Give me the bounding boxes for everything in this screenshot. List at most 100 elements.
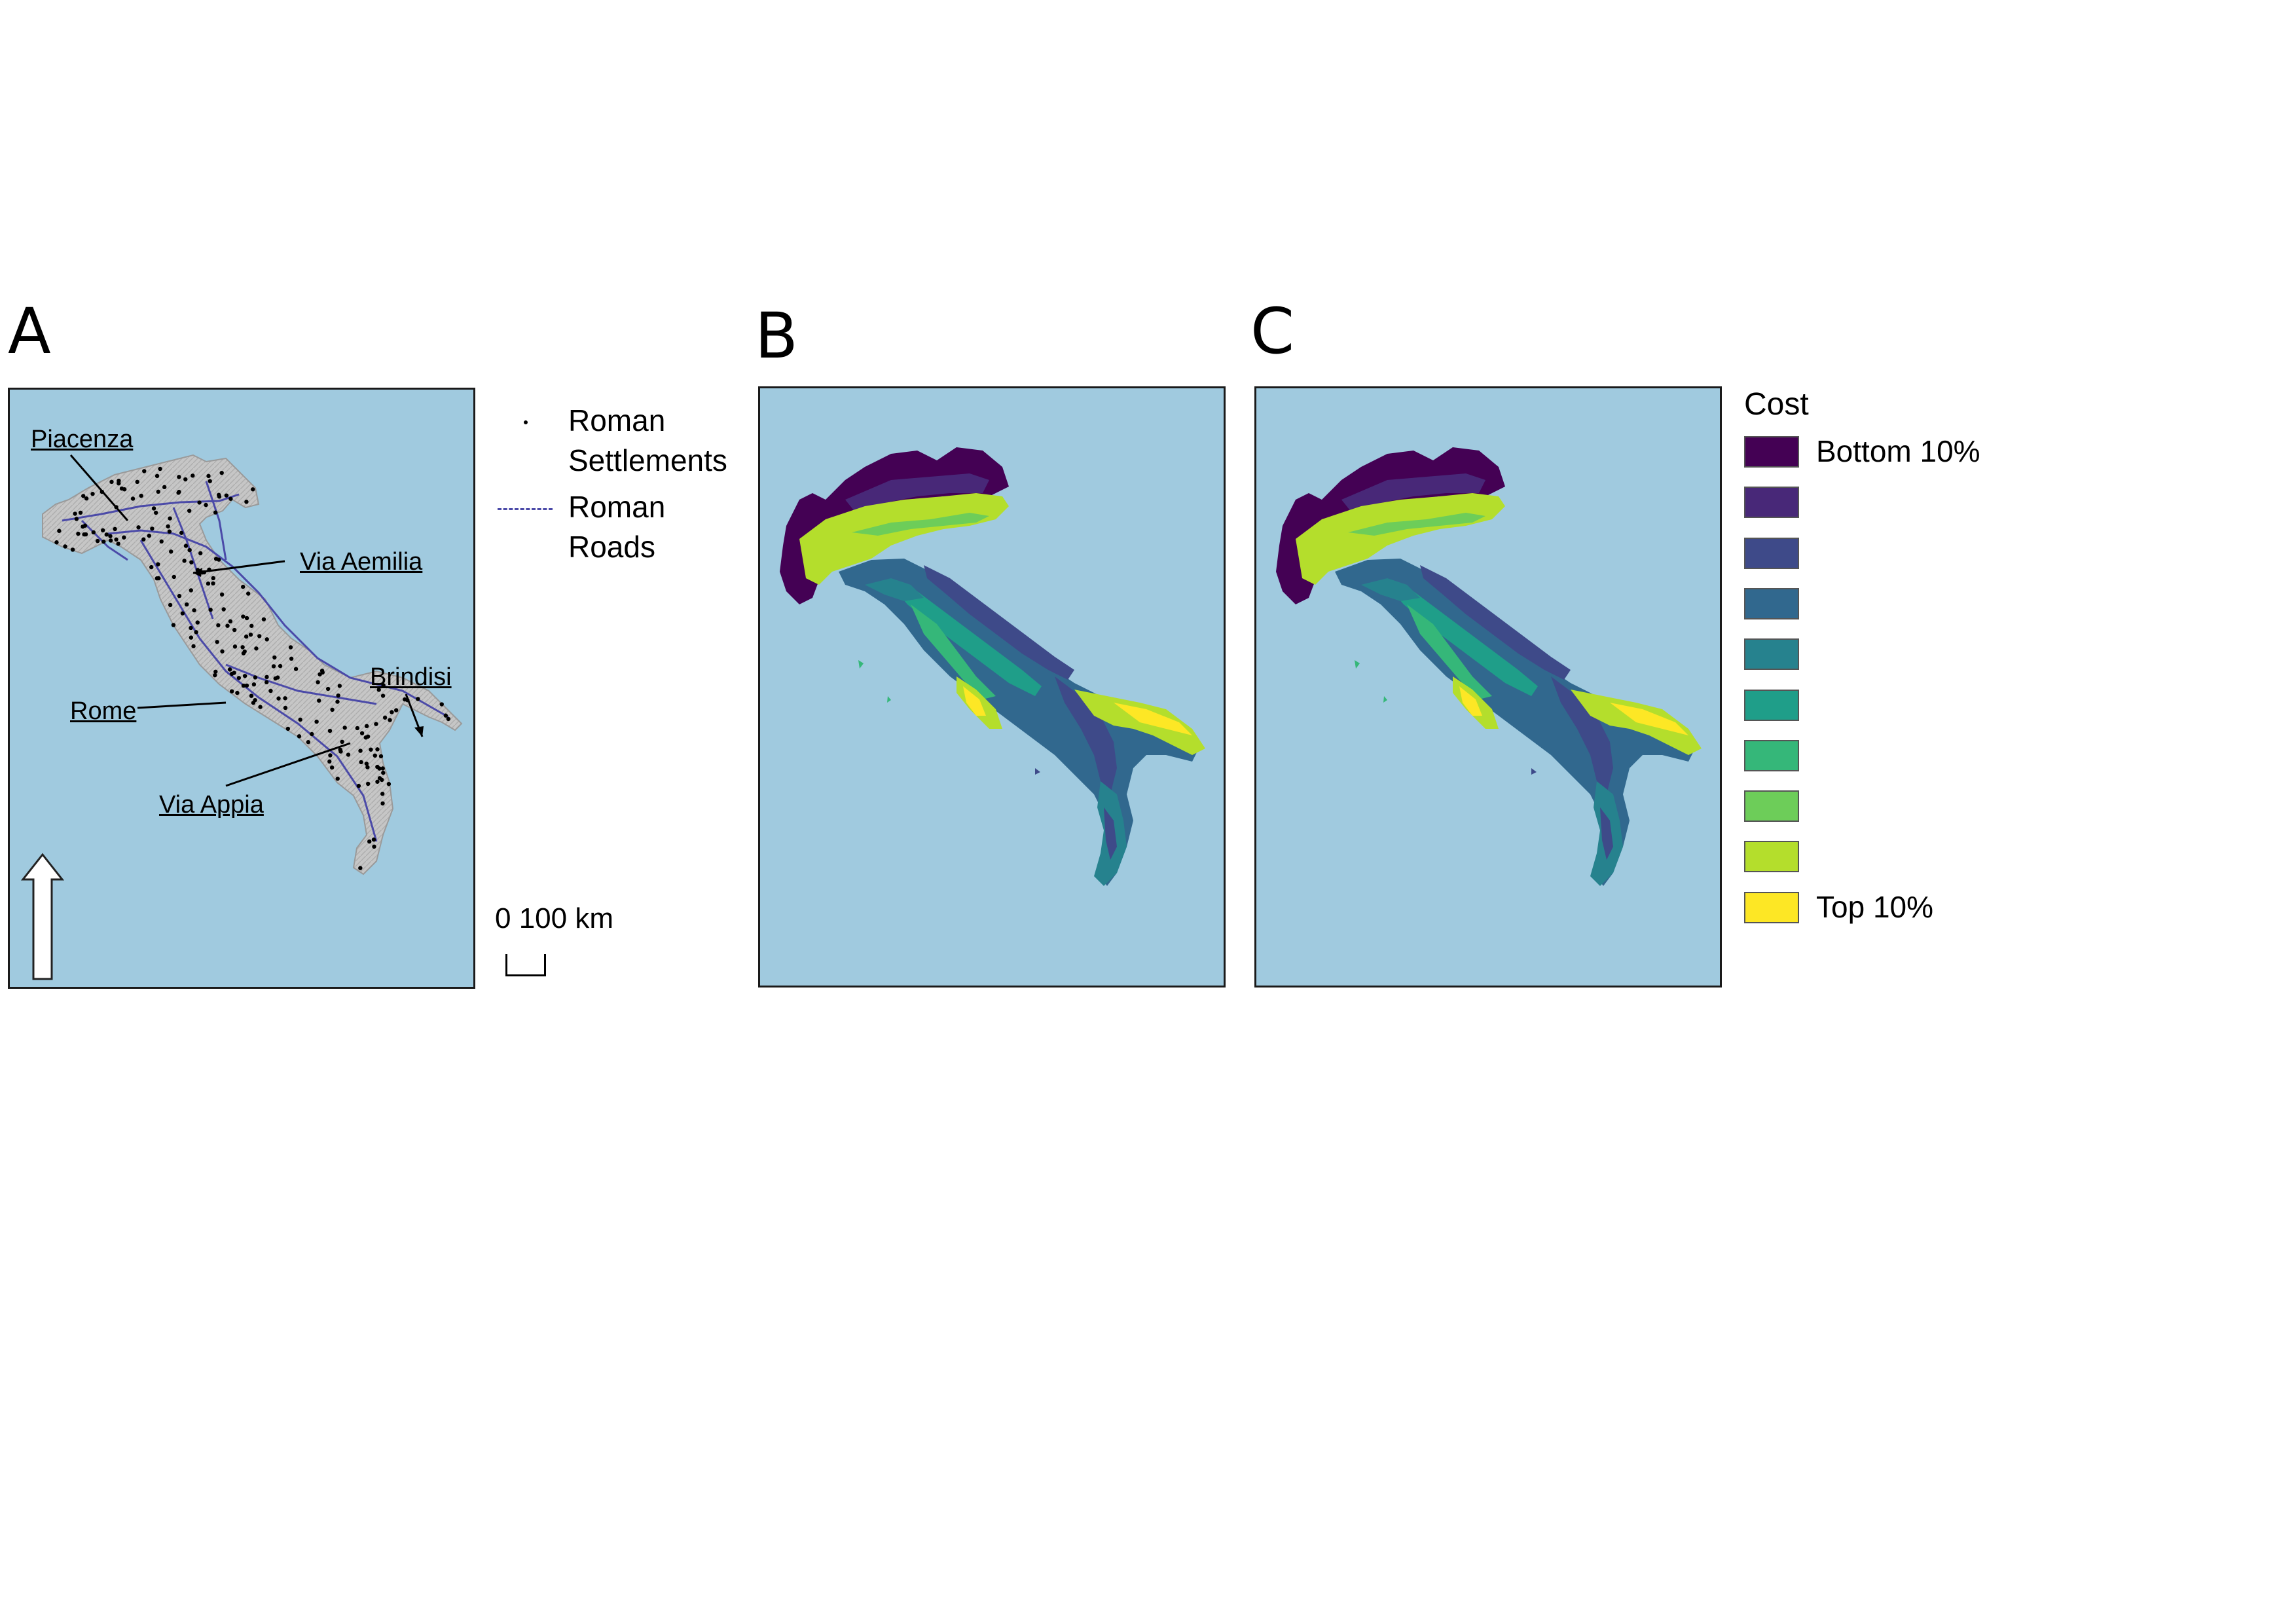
settlement-point [180, 611, 185, 616]
settlement-point [386, 782, 392, 786]
settlement-point [156, 489, 160, 494]
settlement-point [381, 770, 386, 775]
settlement-point [325, 686, 331, 692]
settlement-point [217, 492, 221, 497]
settlement-point [251, 487, 255, 492]
settlement-point [376, 688, 381, 692]
settlement-point [246, 591, 251, 596]
cost-swatch-3 [1744, 537, 1799, 569]
settlement-point [253, 697, 257, 703]
settlement-point [122, 535, 126, 540]
settlement-point [114, 537, 118, 542]
settlement-point [373, 753, 378, 758]
roman-settlements [54, 466, 451, 870]
road-line-icon [498, 508, 553, 510]
settlement-point [95, 538, 100, 544]
road-segment [172, 507, 214, 619]
settlement-point [191, 644, 196, 649]
settlement-point [198, 551, 203, 556]
cost-class-label: Top 10% [1816, 889, 1934, 924]
settlement-point [142, 469, 147, 473]
settlement-point [211, 581, 215, 586]
settlement-point [244, 634, 249, 639]
settlement-point [297, 734, 302, 739]
settlement-point [155, 473, 160, 479]
settlement-point [244, 683, 249, 688]
settlement-point [364, 762, 369, 766]
legend-roads-line1: Roman [568, 490, 666, 524]
road-segment [81, 519, 128, 561]
settlement-point [206, 473, 211, 479]
settlement-point [104, 532, 109, 537]
settlement-point [310, 731, 314, 737]
settlement-point [221, 607, 226, 612]
settlement-point [228, 496, 233, 501]
settlement-point [249, 623, 254, 628]
settlement-point [113, 526, 117, 532]
settlement-point [213, 673, 217, 678]
settlement-point [81, 494, 86, 498]
settlement-point [375, 779, 380, 784]
legend-roads-line2: Roads [568, 530, 655, 564]
settlement-point [232, 644, 238, 649]
scale-bar-label: 0 100 km [495, 902, 613, 934]
settlement-point [288, 645, 293, 650]
settlement-point [443, 713, 448, 718]
settlement-point [54, 540, 59, 545]
cost-class-label: Bottom 10% [1816, 434, 1980, 468]
map-panel-a[interactable]: Piacenza Via Aemilia Brindisi Rome Via A… [8, 388, 475, 989]
label-brindisi: Brindisi [370, 663, 452, 691]
settlement-point [74, 517, 79, 521]
legend-settlements-line1: Roman [568, 403, 666, 437]
map-b-canvas [780, 447, 1205, 886]
settlement-point [371, 837, 376, 842]
settlement-point [264, 637, 269, 642]
settlement-point [192, 608, 196, 613]
leader-via-aemilia [192, 560, 285, 574]
settlement-point [78, 510, 83, 515]
settlement-point [276, 696, 281, 701]
settlement-point [189, 560, 194, 564]
settlement-point [327, 759, 332, 764]
settlement-point [374, 722, 378, 726]
settlement-point [285, 726, 291, 731]
settlement-point [359, 760, 363, 765]
settlement-point [117, 478, 121, 483]
settlement-point [215, 640, 219, 644]
map-panel-b[interactable] [758, 386, 1226, 987]
label-via-appia: Via Appia [159, 791, 264, 819]
settlement-point [264, 674, 269, 680]
settlement-point [241, 683, 246, 688]
panel-b-letter: B [755, 299, 798, 373]
settlement-point [216, 623, 221, 628]
settlement-point [213, 510, 218, 515]
settlement-point [340, 739, 344, 745]
settlement-point [162, 485, 167, 490]
settlement-point [298, 717, 302, 722]
settlement-point [338, 747, 342, 752]
settlement-point [388, 718, 392, 722]
settlement-point [293, 667, 299, 671]
settlement-point [328, 753, 333, 758]
settlement-point [316, 680, 320, 685]
settlement-point [251, 682, 257, 687]
settlement-point [213, 669, 218, 674]
settlement-point [167, 529, 172, 534]
cost-swatch-1 [1744, 436, 1799, 468]
settlement-point [244, 500, 249, 504]
settlement-point [182, 559, 187, 563]
settlement-point [257, 634, 262, 638]
settlement-point [335, 699, 340, 704]
road-segment [205, 481, 227, 561]
settlement-point [382, 715, 388, 720]
map-panel-c[interactable] [1254, 386, 1722, 987]
settlement-point [261, 617, 266, 621]
settlement-point [380, 766, 385, 771]
settlement-point [364, 724, 369, 729]
settlement-point [254, 646, 259, 651]
settlement-point [81, 524, 85, 529]
settlement-point [316, 698, 321, 703]
settlement-point [393, 708, 399, 712]
cost-swatch-7 [1744, 739, 1799, 771]
settlement-point [329, 765, 335, 770]
